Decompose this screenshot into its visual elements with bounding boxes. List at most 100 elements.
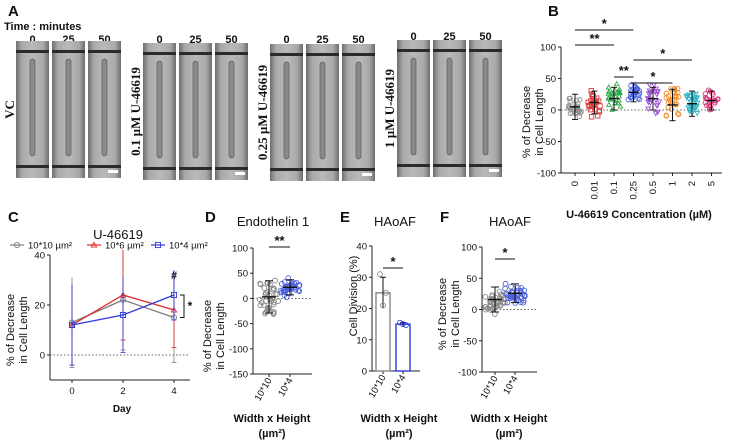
d-data-point: [283, 283, 290, 290]
b-data-point: [693, 105, 700, 111]
f-data-point: [483, 306, 489, 313]
c-xtick-label: 4: [171, 386, 176, 397]
condition-label: 0.1 µM U-46619: [128, 67, 143, 156]
b-data-point: [634, 86, 640, 92]
b-data-point: [653, 103, 660, 109]
d-sig-label: **: [274, 233, 285, 248]
d-data-point: [296, 282, 303, 288]
svg-text:% of Decrease: % of Decrease: [521, 86, 533, 158]
condition-label: VC: [2, 100, 17, 119]
d-data-point: [262, 310, 268, 317]
micrograph-edge: [215, 167, 248, 170]
micrograph-edge: [179, 167, 212, 170]
cell-body: [355, 61, 362, 160]
f-data-point: [520, 299, 526, 306]
b-data-point: [702, 99, 708, 106]
panel-label-c: C: [8, 209, 19, 226]
e-ytick-label: 30: [356, 273, 367, 284]
panel-e: E HAoAF Cell Division (%) Width x Height…: [340, 209, 438, 440]
micrograph-group-2: 0 25 50 0.25 µM U-46619: [255, 34, 375, 181]
b-data-point: [673, 92, 679, 99]
micrograph-edge: [52, 165, 85, 168]
svg-text:Width x Height: Width x Height: [361, 413, 438, 425]
micrograph-edge: [16, 165, 49, 168]
micrograph-group-3: 0 25 501 µM U-46619: [382, 31, 502, 177]
b-data-point: [573, 97, 580, 103]
micrograph-edge: [88, 165, 121, 168]
c-xtick-label: 0: [69, 386, 74, 397]
f-ytick-label: -50: [463, 336, 477, 347]
micrograph-edge: [469, 49, 502, 52]
b-data-point: [605, 101, 612, 107]
f-data-point: [502, 285, 508, 292]
condition-label: 0.25 µM U-46619: [255, 64, 270, 160]
panel-label-e: E: [340, 209, 350, 226]
b-xtick-label: 0.5: [648, 181, 659, 194]
panel-c: C U-46619 % of Decrease in Cell Length D…: [5, 209, 208, 415]
b-data-point: [597, 103, 603, 109]
micrograph-edge: [215, 52, 248, 55]
d-data-point: [265, 307, 272, 313]
cell-body: [192, 60, 199, 159]
f-data-point: [502, 280, 509, 287]
d-data-point: [270, 287, 277, 293]
b-data-point: [629, 95, 636, 101]
f-ylabel: % of Decrease in Cell Length: [437, 278, 462, 350]
micrograph-edge: [306, 53, 339, 56]
micrograph-edge: [469, 164, 502, 167]
b-sig-label: *: [650, 69, 656, 84]
c-sig-bracket: [180, 294, 185, 318]
b-xtick-label: 2: [687, 181, 698, 186]
b-data-point: [693, 96, 700, 102]
d-ytick-label: -50: [234, 319, 248, 330]
e-title: HAoAF: [374, 214, 416, 229]
b-data-point: [707, 103, 713, 109]
d-data-point: [289, 280, 295, 286]
b-ytick-label: 50: [545, 74, 556, 85]
d-data-point: [272, 277, 278, 284]
d-title: Endothelin 1: [237, 214, 309, 229]
micrograph-edge: [179, 52, 212, 55]
svg-text:in Cell Length: in Cell Length: [450, 280, 462, 347]
b-data-point: [609, 106, 616, 112]
micrograph-edge: [397, 164, 430, 167]
d-xtick-label: 10*10: [253, 376, 275, 403]
e-ytick-label: 20: [356, 304, 367, 315]
e-data-point: [403, 322, 409, 328]
e-data-point: [397, 319, 403, 326]
b-xlabel: U-46619 Concentration (µM): [566, 209, 712, 221]
f-xtick-label: 10*4: [501, 374, 520, 396]
micrograph-edge: [342, 168, 375, 171]
b-sig-label: *: [602, 16, 608, 31]
b-data-point: [691, 96, 698, 103]
b-data-point: [705, 87, 712, 93]
b-data-point: [652, 111, 659, 117]
cell-body: [482, 57, 489, 156]
f-xtick-label: 10*10: [479, 374, 501, 401]
b-data-point: [576, 113, 582, 120]
e-data-point: [383, 290, 389, 296]
d-ytick-label: 100: [232, 244, 248, 255]
micrograph-edge: [88, 50, 121, 53]
d-xtick-label: 10*4: [276, 376, 295, 398]
d-ytick-label: 50: [237, 269, 248, 280]
b-data-point: [613, 80, 620, 87]
panel-label-a: A: [8, 3, 19, 20]
c-legend-label: 10*6 µm²: [105, 241, 144, 252]
e-ytick-label: 10: [356, 335, 367, 346]
b-xtick-label: 5: [707, 181, 718, 186]
micrograph-edge: [433, 164, 466, 167]
scale-bar: [489, 169, 499, 172]
svg-text:(µm²): (µm²): [385, 428, 412, 440]
cell-body: [410, 57, 417, 156]
b-sig-label: **: [619, 63, 630, 78]
micrograph-edge: [143, 167, 176, 170]
b-data-point: [676, 111, 682, 118]
c-legend-marker: [154, 241, 162, 249]
cell-body: [446, 57, 453, 156]
panel-f: F HAoAF % of Decrease in Cell Length Wid…: [437, 209, 548, 440]
timepoint-label: 0: [410, 31, 416, 43]
c-annotation: #: [171, 270, 177, 282]
